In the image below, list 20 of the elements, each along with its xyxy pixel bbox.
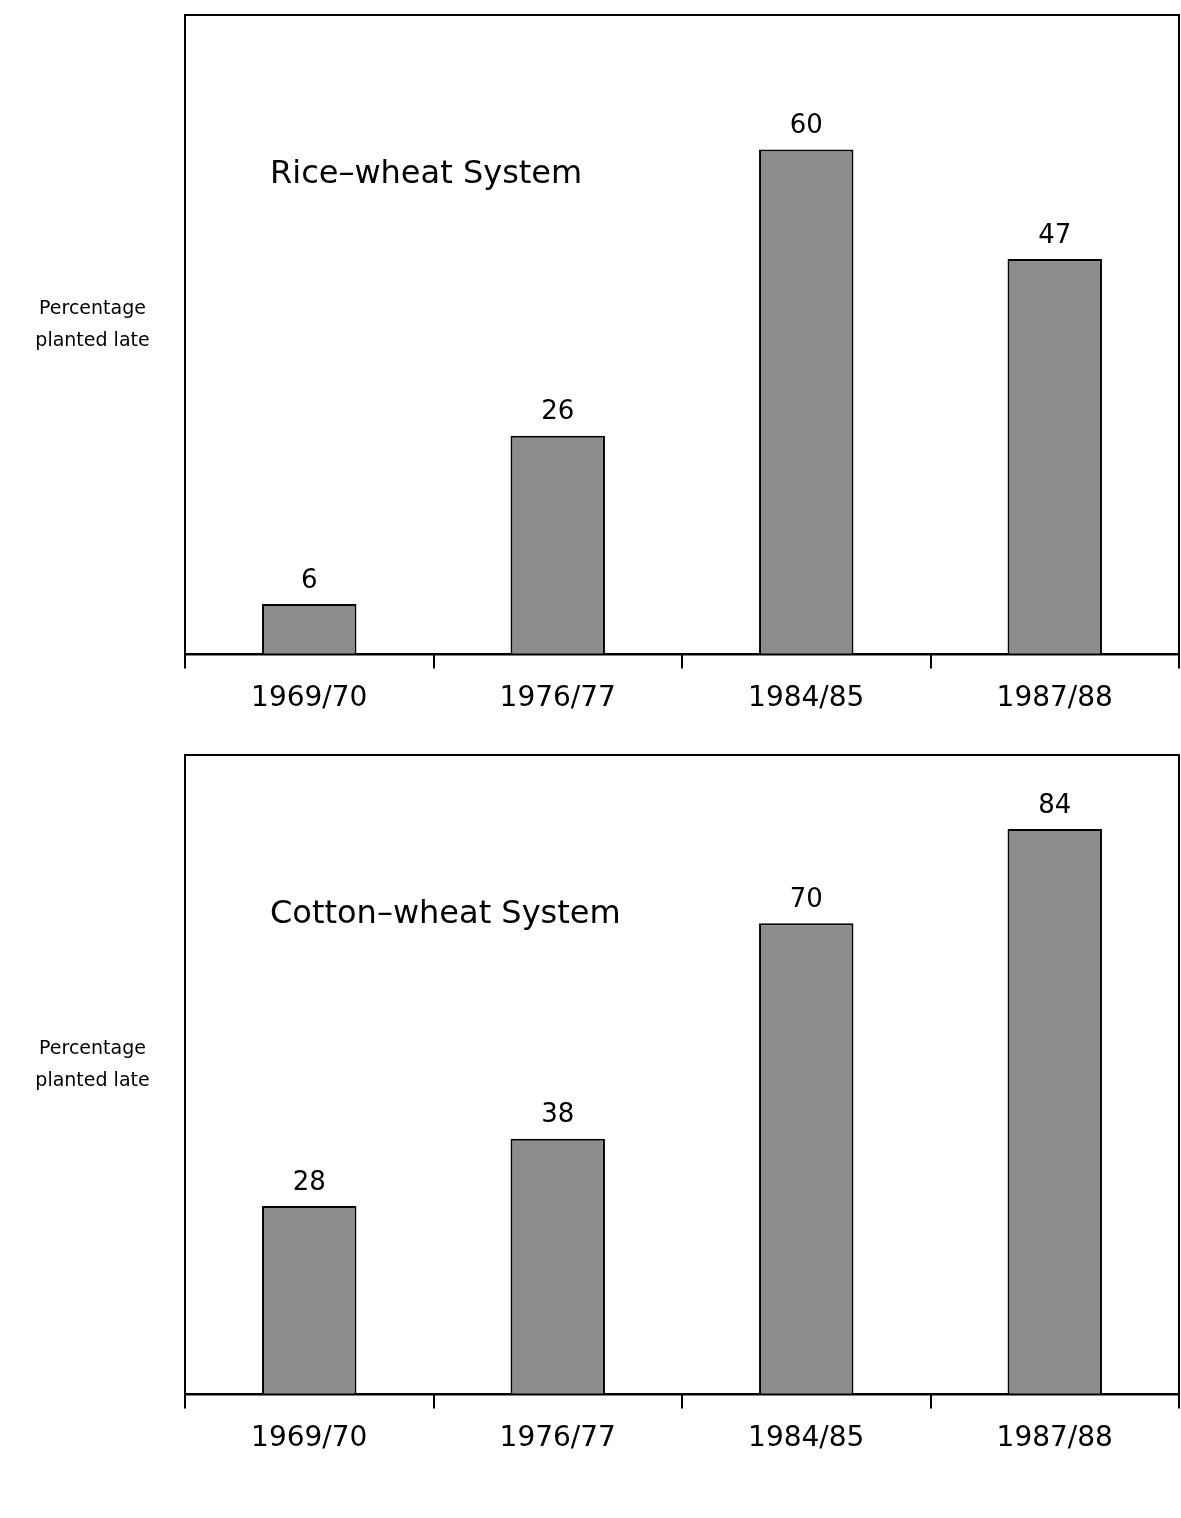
data-label: 84: [1038, 788, 1072, 819]
x-tick-label: 1987/88: [996, 680, 1113, 714]
x-tick-label: 1987/88: [996, 1420, 1113, 1454]
y-axis-title: Percentage planted late: [35, 1035, 150, 1090]
y-axis-title: Percentage planted late: [35, 295, 150, 350]
x-tick-label: 1969/70: [251, 1420, 368, 1454]
text: Rice–wheat System: [270, 153, 583, 192]
data-label: 6: [300, 563, 318, 594]
data-label: 28: [292, 1165, 326, 1196]
x-tick-label: 1969/70: [251, 680, 368, 714]
x-tick-label: 1976/77: [499, 680, 616, 714]
data-label: 70: [789, 883, 823, 914]
data-label: 60: [789, 109, 823, 140]
text: Cotton–wheat System: [270, 893, 621, 932]
data-label: 47: [1038, 218, 1072, 249]
x-tick-label: 1976/77: [499, 1420, 616, 1454]
x-tick-label: 1984/85: [748, 680, 865, 714]
x-tick-label: 1984/85: [748, 1420, 865, 1454]
data-label: 26: [541, 395, 575, 426]
data-label: 38: [541, 1098, 575, 1129]
